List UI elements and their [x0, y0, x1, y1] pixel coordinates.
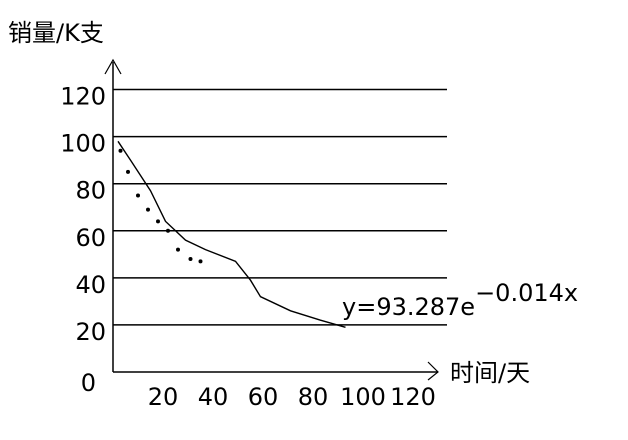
- data-point: [188, 257, 193, 262]
- y-arrow: [104, 58, 122, 75]
- y-tick-label: 120: [60, 83, 106, 111]
- y-tick-label: 100: [60, 130, 106, 158]
- annotation-exponent: −0.014x: [475, 279, 578, 307]
- x-axis-label: 时间/天: [450, 359, 530, 387]
- y-tick-label: 60: [75, 224, 106, 252]
- x-tick-label: 80: [298, 383, 329, 411]
- annotation: y=93.287e−0.014x: [342, 279, 578, 321]
- x-tick-label: 120: [390, 383, 436, 411]
- y-tick-label: 80: [75, 177, 106, 205]
- y-tick-label: 0: [81, 369, 96, 397]
- y-axis-label: 销量/K支: [8, 19, 104, 47]
- data-point: [136, 193, 140, 198]
- data-point: [176, 247, 180, 252]
- x-arrow: [427, 361, 439, 381]
- fitted-line: [117, 140, 346, 328]
- data-point: [156, 219, 160, 224]
- x-tick-label: 20: [148, 383, 179, 411]
- data-point: [166, 228, 170, 233]
- data-point: [146, 207, 150, 212]
- y-tick-label: 20: [75, 318, 106, 346]
- y-tick-label: 40: [75, 271, 106, 299]
- data-point: [198, 259, 203, 264]
- x-tick-label: 100: [340, 383, 386, 411]
- annotation-base: y=93.287e: [342, 293, 475, 321]
- data-point: [118, 148, 123, 153]
- x-tick-label: 60: [248, 383, 279, 411]
- data-point: [126, 169, 130, 174]
- x-tick-label: 40: [198, 383, 229, 411]
